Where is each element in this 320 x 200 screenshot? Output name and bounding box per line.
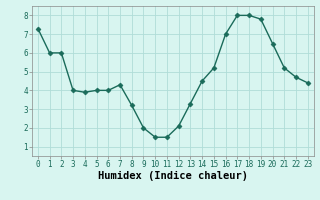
X-axis label: Humidex (Indice chaleur): Humidex (Indice chaleur) [98, 171, 248, 181]
